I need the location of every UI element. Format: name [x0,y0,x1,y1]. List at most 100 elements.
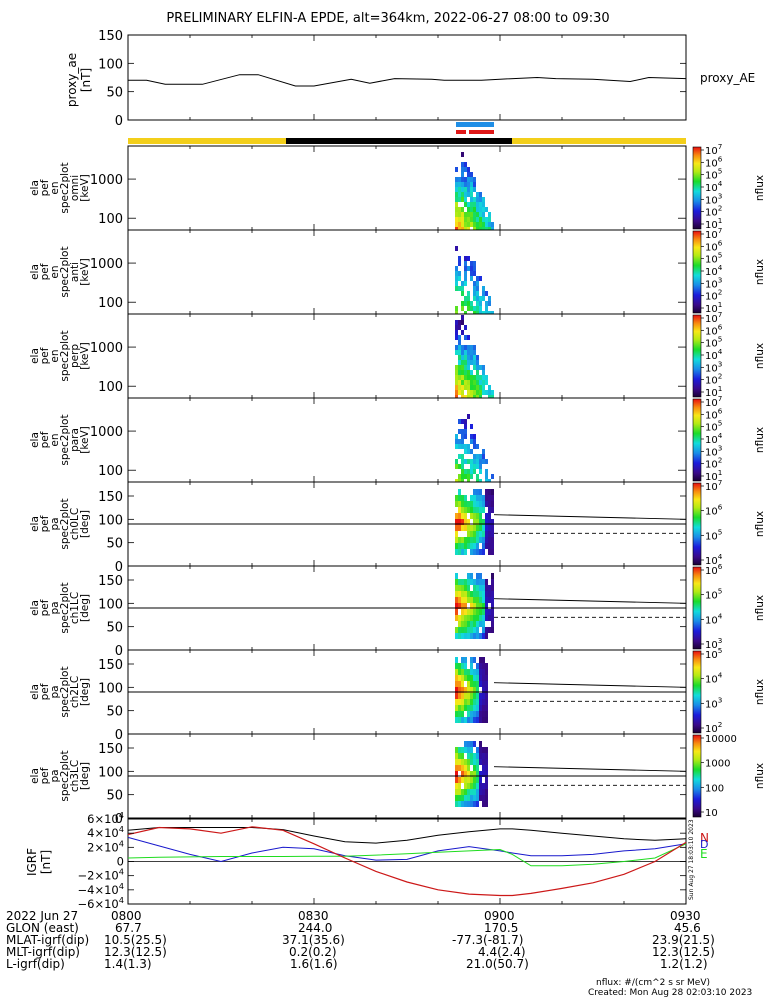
spectrogram-cell [458,350,461,355]
spectrogram-cell [473,182,476,187]
spectrogram-cell [470,390,473,395]
spectrogram-cell [467,627,470,633]
spectrogram-cell [455,202,458,207]
proxy-ae-y-ticks: 150 100 50 0 [98,29,686,129]
spectrogram-cell [464,741,467,747]
spectrogram-cell [470,693,473,699]
colorbar-tick-label: 104 [705,431,723,446]
spectrogram-cell [455,603,458,609]
spectrogram-cell [467,777,470,783]
colorbar-tick-label: 107 [705,226,722,241]
spectrogram-cell [473,202,476,207]
spectrogram-cell [491,222,494,227]
spectrogram-cell [467,301,470,306]
spectrogram-cell [461,162,464,167]
spectrogram-cell [473,360,476,365]
spectrogram-cell [467,615,470,621]
spectrogram-cell [455,335,458,340]
spectrogram-cell [455,627,458,633]
spectrogram-cell [455,222,458,227]
spectrogram-cell [464,271,467,276]
spectrogram-cell [482,202,485,207]
spectrogram-cell [485,771,488,777]
footer-cell: 12.3(12.5) [104,945,167,959]
spectrogram-cell [476,609,479,615]
colorbar-tick-label: 106 [705,406,723,421]
spectrogram-cell [473,531,476,537]
colorbar-tick-label: 101 [705,300,722,315]
spectrogram-cell [455,212,458,217]
colorbar-label: nflux [754,427,766,453]
spectrogram-cell [479,537,482,543]
colorbar-tick-label: 107 [705,142,722,157]
y-tick-label: −4×104 [78,881,125,897]
spectrogram-cell [479,464,482,469]
spectrogram-panel: 1000100elapefenspec2plotomni[keV]1071061… [29,142,766,232]
colorbar-tick-label: 10 [705,808,718,819]
science-zone-bar-red-b [469,130,494,134]
spectrogram-cell [473,669,476,675]
spectrogram-cell [473,519,476,525]
spectrogram-cell [485,597,488,603]
y-tick-label: 0 [115,644,123,659]
spectrogram-panel: 1000100elapefenspec2plotperp[keV]1071061… [29,310,766,400]
spectrogram-cell [464,385,467,390]
spectrogram-cell [476,301,479,306]
spectrogram-cell [458,675,461,681]
y-tick-label: 150 [98,658,123,673]
spectrogram-cell [455,513,458,519]
spectrogram-cell [485,789,488,795]
spectrogram-cell [476,531,479,537]
spectrogram-cell [458,197,461,202]
spectrogram-cell [470,459,473,464]
spectrogram-cell [485,380,488,385]
spectrogram-cell [467,380,470,385]
spectrogram-cell [461,434,464,439]
footer-row-date: 2022 Jun 27 0800 0830 0900 0930 [0,910,775,922]
spectrogram-cell [473,306,476,311]
side-timestamp: Sun Aug 27 18:03:10 2023 [688,819,695,900]
spectrogram-cell [461,633,464,639]
spectrogram-cell [470,741,473,747]
footer-cell: 4.4(2.4) [478,945,526,959]
spectrogram-cell [485,747,488,753]
spectrogram-cell [473,266,476,271]
colorbar-tick-label: 107 [705,478,722,493]
spectrogram-cell [473,621,476,627]
spectrogram-cell [458,192,461,197]
spectrogram-cell [455,663,458,669]
y-tick-label: 50 [106,537,123,552]
spectrogram-cell [476,306,479,311]
spectrogram-cell [464,699,467,705]
panel-ylabel: omni [69,175,81,201]
colorbar-tick-label: 104 [705,263,723,278]
spectrogram-cell [485,301,488,306]
spectrogram-cell [488,519,491,525]
y-tick-label: 100 [98,765,123,780]
spectrogram-cell [455,693,458,699]
spectrogram-cell [464,717,467,723]
spectrogram-cell [470,717,473,723]
panel-frame [127,229,687,315]
spectrogram-cell [482,525,485,531]
spectrogram-cell [461,212,464,217]
spectrogram-cell [455,801,458,807]
spectrogram-cell [461,543,464,549]
spectrogram-cell [464,222,467,227]
spectrogram-cell [476,789,479,795]
panel-ylabel: pa [49,517,61,530]
footer-row-label: 2022 Jun 27 [6,909,79,923]
y-tick-label: 100 [98,296,123,311]
spectrogram-cell [470,795,473,801]
spectrogram-cell [476,444,479,449]
spectrogram-cell [482,380,485,385]
spectrogram-cell [470,306,473,311]
spectrogram-cell [470,621,473,627]
spectrogram-cell [488,296,491,301]
spectrogram-cell [464,495,467,501]
spectrogram-cell [488,489,491,495]
spectrogram-cell [482,579,485,585]
proxy-ae-panel: 150 100 50 0 proxy_ae [nT] proxy_AE [65,29,755,129]
spectrogram-cell [464,345,467,350]
